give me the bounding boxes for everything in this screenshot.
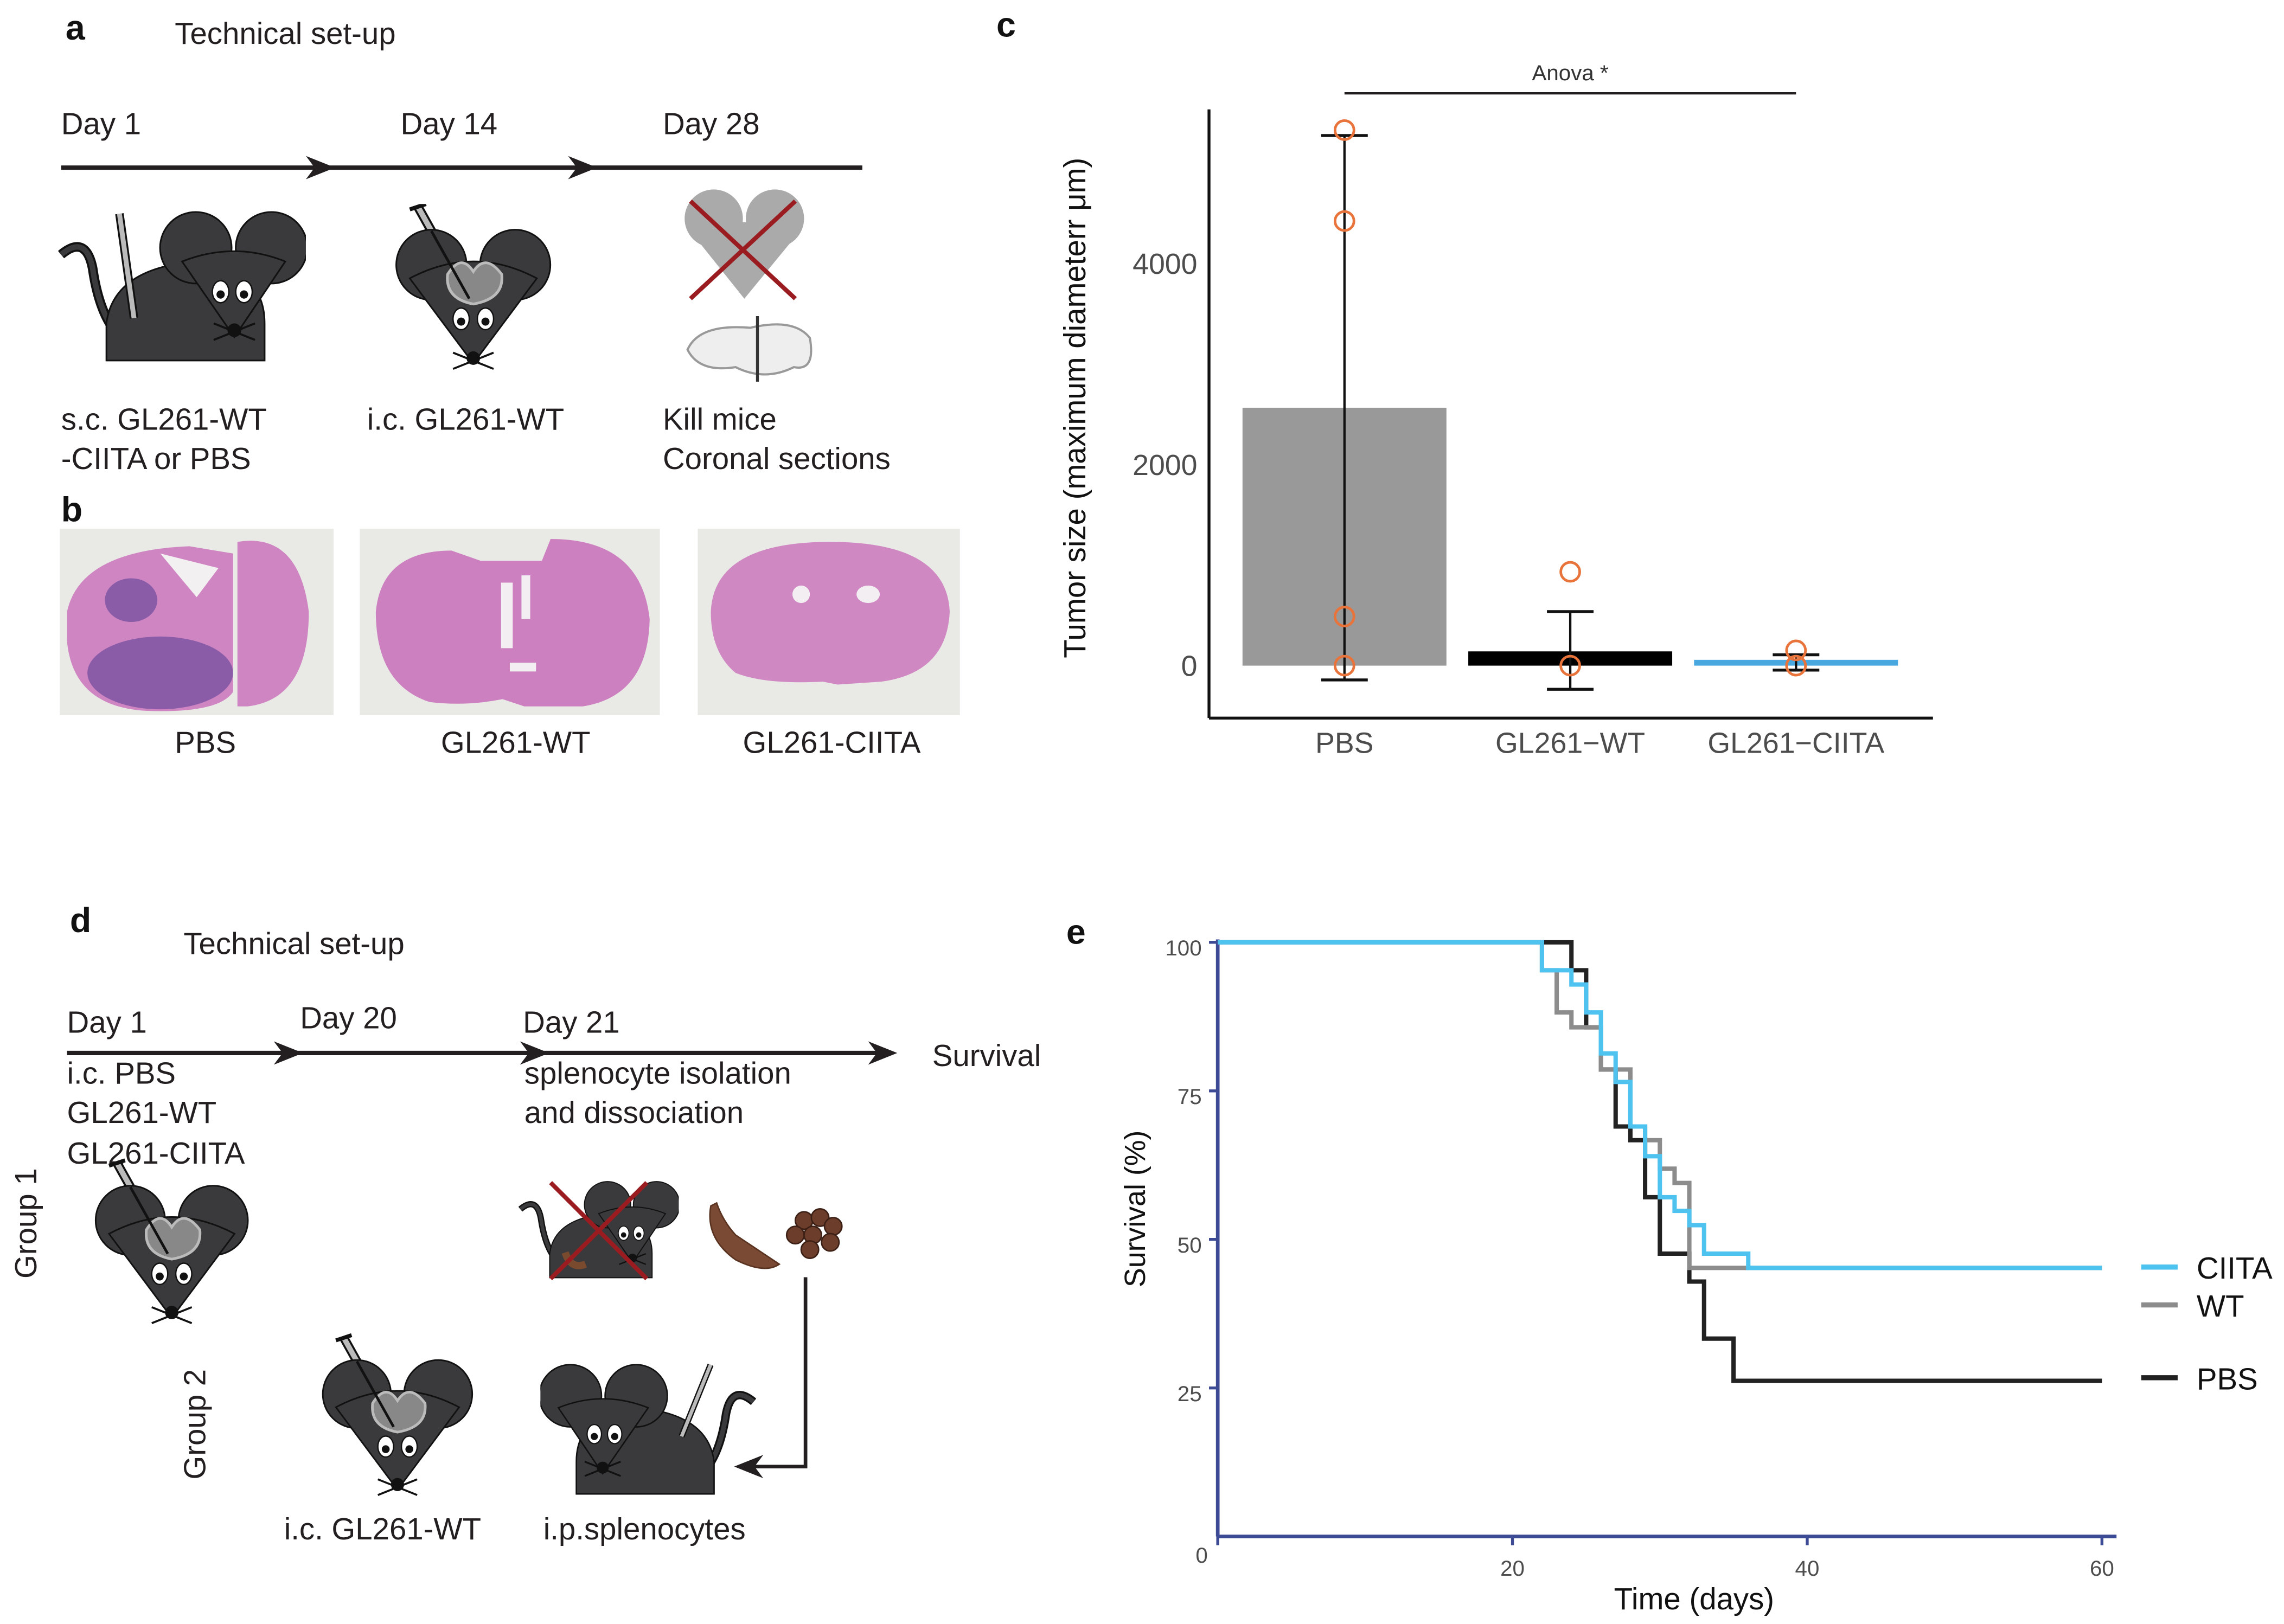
spleen-icon	[709, 1202, 781, 1269]
day1-label: i.c. PBS	[67, 1056, 176, 1090]
panel-e-survival-chart: e Survival (%) Time (days) 25 50 75 100 0 20 4…	[1066, 913, 2273, 1616]
survival-curve-ciita	[1218, 940, 2102, 1270]
day1-label: GL261-CIITA	[67, 1136, 245, 1170]
panel-letter-b: b	[61, 490, 82, 529]
y-tick-label: 100	[1165, 936, 1201, 960]
step2-label: i.c. GL261-WT	[367, 402, 564, 437]
crossed-mouse-icon	[520, 1182, 680, 1279]
histology-image-pbs	[60, 529, 334, 715]
day-label: Day 21	[523, 1005, 620, 1039]
y-tick-label: 50	[1178, 1233, 1202, 1257]
y-tick-label: 25	[1178, 1382, 1202, 1406]
data-point	[1785, 654, 1807, 677]
panel-letter-d: d	[70, 901, 91, 940]
data-point	[1785, 639, 1807, 662]
transfer-label: i.p.splenocytes	[543, 1512, 746, 1546]
panel-a-title: Technical set-up	[175, 16, 395, 50]
panel-d: d Technical set-up Day 1 Day 20 Day 21 S…	[9, 901, 1041, 1546]
y-axis-label: Tumor size (maximum diameterr μm)	[1058, 158, 1092, 658]
group1-label: Group 1	[9, 1168, 43, 1279]
panel-b: b PBS GL261-WT GL261-CIITA	[60, 490, 960, 760]
day-label: Day 1	[67, 1005, 147, 1039]
group2-injection-label: i.c. GL261-WT	[284, 1512, 481, 1546]
x-tick-label: 40	[1795, 1556, 1820, 1581]
x-tick-label: 60	[2090, 1556, 2114, 1581]
x-tick-label: GL261−WT	[1495, 727, 1645, 760]
data-point	[1333, 119, 1355, 141]
x-tick-label: 20	[1500, 1556, 1525, 1581]
histology-label: GL261-CIITA	[743, 726, 921, 760]
histology-image-gl261-wt	[360, 529, 660, 715]
y-tick-label: 4000	[1133, 248, 1197, 280]
x-tick-label: 0	[1195, 1543, 1207, 1568]
data-point	[1333, 654, 1355, 677]
data-point	[1333, 210, 1355, 232]
mouse-ip-injection-icon	[539, 1365, 753, 1494]
x-axis-label: Time (days)	[1614, 1582, 1774, 1616]
histology-label: GL261-WT	[441, 726, 591, 760]
mouse-ic-injection-icon	[95, 1160, 248, 1323]
splenocytes-icon	[785, 1208, 843, 1259]
day21-label: splenocyte isolation	[524, 1056, 791, 1090]
day-label: Day 28	[663, 106, 760, 140]
day1-label: GL261-WT	[67, 1095, 217, 1129]
step1-label: s.c. GL261-WT	[61, 402, 267, 437]
mouse-sc-injection-icon	[61, 212, 307, 361]
survival-endpoint-label: Survival	[932, 1038, 1041, 1073]
step1-label: -CIITA or PBS	[61, 441, 251, 476]
legend-label: PBS	[2197, 1362, 2258, 1396]
panel-c-tumor-size-chart: c Anova * Tumor size (maximum diameterr …	[996, 5, 1933, 760]
x-tick-label: PBS	[1315, 727, 1373, 760]
legend-label: CIITA	[2197, 1251, 2273, 1285]
y-tick-label: 75	[1178, 1084, 1202, 1109]
group2-label: Group 2	[178, 1369, 212, 1480]
data-point	[1559, 654, 1581, 677]
legend-label: WT	[2197, 1289, 2244, 1323]
histology-label: PBS	[175, 726, 236, 760]
crossed-brain-icon	[684, 189, 804, 300]
panel-letter-e: e	[1066, 913, 1086, 952]
y-axis-label: Survival (%)	[1119, 1131, 1151, 1287]
anova-annotation: Anova *	[1532, 61, 1609, 85]
x-tick-label: GL261−CIITA	[1707, 727, 1884, 760]
day21-label: and dissociation	[524, 1095, 744, 1129]
step3-label: Coronal sections	[663, 441, 891, 476]
day-label: Day 1	[61, 106, 141, 140]
day-label: Day 14	[401, 106, 498, 140]
mouse-ic-injection-icon	[396, 204, 551, 369]
panel-d-title: Technical set-up	[183, 926, 404, 960]
mouse-ic-injection-icon	[323, 1335, 472, 1495]
data-point	[1333, 606, 1355, 627]
histology-image-gl261-ciita	[698, 529, 960, 715]
transfer-arrow	[734, 1277, 808, 1479]
y-tick-label: 2000	[1133, 449, 1197, 482]
panel-letter-a: a	[66, 8, 86, 47]
step3-label: Kill mice	[663, 402, 777, 437]
panel-letter-c: c	[996, 5, 1016, 44]
data-point	[1559, 561, 1581, 583]
sagittal-brain-icon	[686, 316, 812, 382]
y-tick-label: 0	[1181, 650, 1198, 682]
day-label: Day 20	[300, 1000, 397, 1035]
panel-a: a Technical set-up Day 1 Day 14 Day 28 s…	[61, 8, 891, 476]
